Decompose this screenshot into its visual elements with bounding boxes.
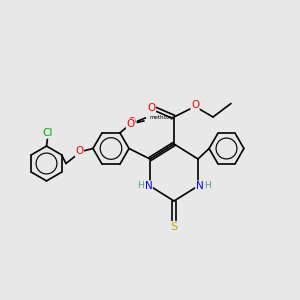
- Text: Cl: Cl: [43, 128, 53, 138]
- Text: O: O: [191, 100, 199, 110]
- Text: O: O: [128, 117, 136, 128]
- Text: methoxy: methoxy: [150, 116, 174, 120]
- Text: O: O: [147, 103, 156, 113]
- Text: N: N: [145, 181, 152, 191]
- Text: N: N: [196, 181, 203, 191]
- Text: O: O: [126, 119, 135, 129]
- Text: H: H: [137, 182, 144, 190]
- Text: H: H: [204, 182, 211, 190]
- Text: S: S: [170, 221, 178, 232]
- Text: O: O: [75, 146, 84, 157]
